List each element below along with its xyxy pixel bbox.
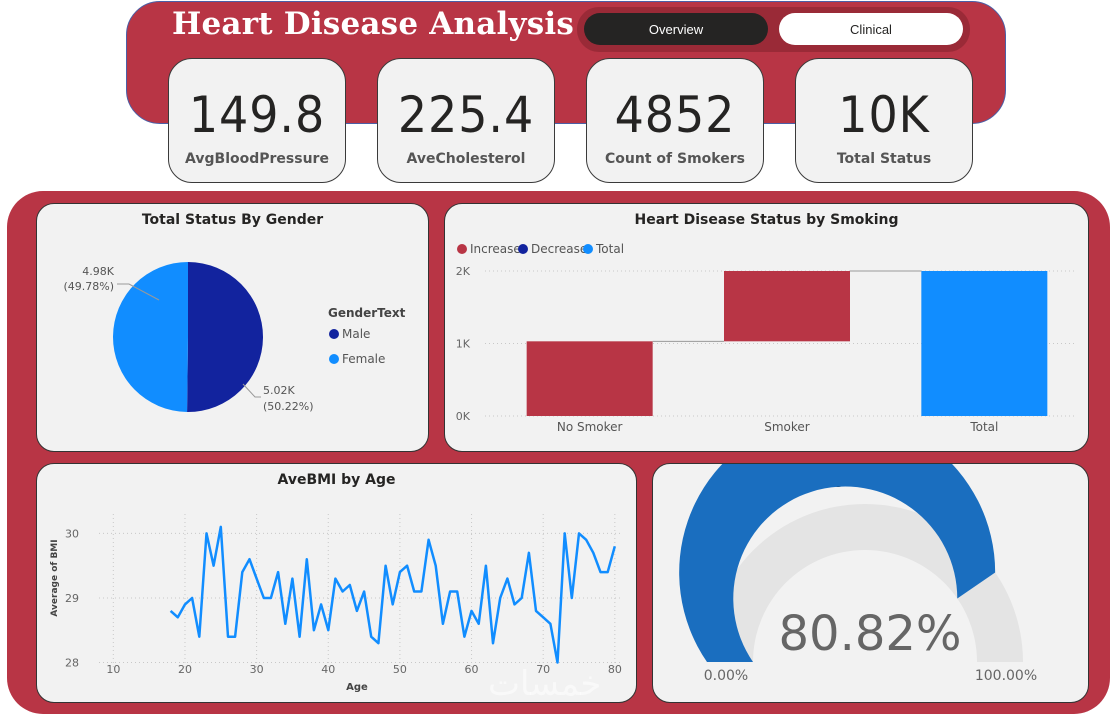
gauge-fill	[679, 464, 996, 662]
gauge-value: 80.82%	[778, 606, 961, 662]
kpi-label: AveCholesterol	[406, 151, 526, 167]
kpi-label: Total Status	[836, 151, 932, 167]
x-tick-label: 30	[250, 663, 264, 676]
waterfall-bar-smoker	[724, 271, 850, 342]
x-tick-label: 50	[393, 663, 407, 676]
x-tick-label: 60	[465, 663, 479, 676]
x-tick-label: 80	[608, 663, 622, 676]
pie-label-male-value: 5.02K	[263, 384, 295, 397]
waterfall-bar-total	[921, 271, 1048, 416]
panel-bmi-line[interactable]: AveBMI by Age 28 29 30 10 20 30 40 50 60 70 80 Age A…	[36, 463, 637, 703]
x-tick-label: 20	[178, 663, 192, 676]
watermark: خمسات	[488, 664, 602, 704]
total-dot-icon	[583, 244, 593, 254]
line-series-avg-bmi	[169, 525, 617, 664]
kpi-card-cholesterol[interactable]: 225.4 AveCholesterol	[377, 58, 555, 183]
gauge-chart: 80.82% 0.00% 100.00%	[679, 464, 1037, 684]
panel-smoking-waterfall[interactable]: Heart Disease Status by Smoking Increase…	[444, 203, 1089, 452]
kpi-value: 10K	[838, 86, 930, 144]
pie-slice-female	[112, 262, 188, 412]
pie-legend-title: GenderText	[328, 306, 406, 320]
female-dot-icon	[329, 354, 339, 364]
kpi-label: AvgBloodPressure	[185, 151, 329, 167]
male-dot-icon	[329, 329, 339, 339]
pie-legend-female[interactable]: Female	[329, 352, 385, 366]
decrease-dot-icon	[518, 244, 528, 254]
x-tick-label: 70	[536, 663, 550, 676]
legend-label: Increase	[470, 242, 521, 256]
waterfall-bar-no-smoker	[526, 341, 653, 416]
gauge-min-label: 0.00%	[704, 668, 748, 684]
y-tick-label: 1K	[456, 338, 471, 351]
x-tick-label: 40	[321, 663, 335, 676]
tab-overview[interactable]: Overview	[584, 13, 768, 45]
pie-label-female-value: 4.98K	[82, 265, 114, 278]
y-tick-label: 2K	[456, 265, 471, 278]
legend-label: Decrease	[531, 242, 588, 256]
kpi-value: 149.8	[188, 86, 326, 144]
panel-title: AveBMI by Age	[277, 472, 396, 488]
x-tick-label: Smoker	[764, 420, 810, 434]
y-tick-label: 28	[65, 657, 79, 670]
x-axis-label: Age	[346, 682, 368, 693]
kpi-value: 4852	[614, 86, 736, 144]
pie-label-male-pct: (50.22%)	[263, 400, 314, 413]
legend-label: Total	[596, 242, 625, 256]
waterfall-chart: 0K 1K 2K No Smoker Smoker Total	[456, 265, 1077, 434]
line-chart: 28 29 30 10 20 30 40 50 60 70 80 Age Average of BMI	[50, 514, 622, 693]
kpi-card-smokers[interactable]: 4852 Count of Smokers	[586, 58, 764, 183]
legend-label: Male	[342, 327, 371, 341]
panel-high-risk-gauge[interactable]: HighRiskRate 80.82%0.00%100.00%	[652, 463, 1089, 703]
gauge-max-label: 100.00%	[975, 668, 1037, 684]
x-tick-label: No Smoker	[557, 420, 623, 434]
panel-title: Total Status By Gender	[141, 212, 324, 228]
kpi-card-total-status[interactable]: 10K Total Status	[795, 58, 973, 183]
kpi-value: 225.4	[397, 86, 535, 144]
y-axis-label: Average of BMI	[50, 539, 60, 616]
pie-slice-male	[187, 262, 263, 412]
pie-legend-male[interactable]: Male	[329, 327, 370, 341]
page-title: Heart Disease Analysis	[172, 6, 574, 42]
tab-clinical[interactable]: Clinical	[779, 13, 963, 45]
y-tick-label: 29	[65, 592, 79, 605]
waterfall-legend-total[interactable]: Total	[583, 242, 624, 256]
waterfall-legend-increase[interactable]: Increase	[457, 242, 521, 256]
pie-label-female-pct: (49.78%)	[63, 280, 114, 293]
pie-leader-male	[242, 383, 261, 398]
kpi-card-blood-pressure[interactable]: 149.8 AvgBloodPressure	[168, 58, 346, 183]
kpi-label: Count of Smokers	[605, 151, 745, 167]
pie-leader-female	[117, 283, 160, 301]
pie-chart: 4.98K (49.78%) 5.02K (50.22%)	[63, 262, 314, 413]
panel-title: Heart Disease Status by Smoking	[634, 212, 899, 228]
waterfall-legend-decrease[interactable]: Decrease	[518, 242, 587, 256]
increase-dot-icon	[457, 244, 467, 254]
tab-bar: Overview Clinical	[577, 7, 970, 52]
x-tick-label: Total	[969, 420, 998, 434]
legend-label: Female	[342, 352, 386, 366]
x-tick-label: 10	[106, 663, 120, 676]
y-tick-label: 0K	[456, 410, 471, 423]
y-tick-label: 30	[65, 527, 79, 540]
panel-gender-pie[interactable]: Total Status By Gender 4.98K (49.78%) 5.02…	[36, 203, 429, 452]
